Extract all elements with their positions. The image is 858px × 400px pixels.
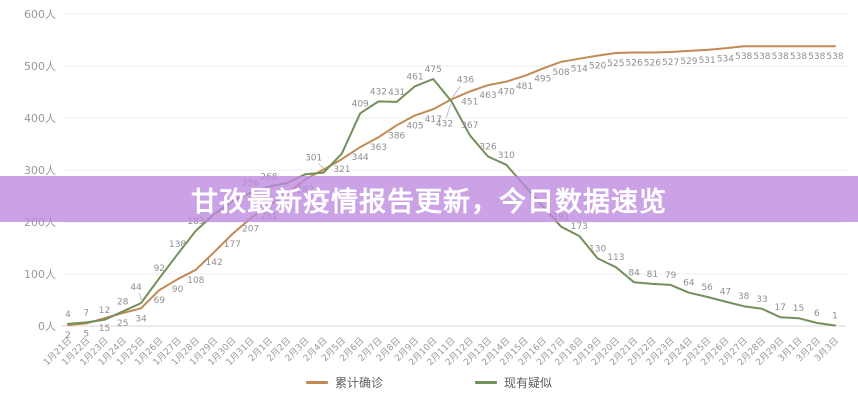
data-point-label: 38 [738,292,750,302]
data-point-label: 81 [647,270,658,280]
y-axis-tick-label: 400人 [24,112,56,125]
data-point-label: 514 [571,65,588,75]
data-point-label: 108 [187,276,204,286]
data-point-label: 92 [154,264,165,274]
data-point-label: 470 [498,88,515,98]
data-point-label: 44 [130,283,142,293]
data-point-label: 173 [571,222,588,232]
data-point-label: 12 [99,306,110,316]
legend-label-suspected: 现有疑似 [504,376,553,390]
data-point-label: 321 [333,165,350,175]
legend-item-suspected[interactable]: 现有疑似 [475,374,552,391]
series-line-1 [67,78,836,327]
data-point-label: 495 [534,75,551,85]
label-leader-line [446,104,451,118]
y-axis-tick-label: 500人 [24,60,56,73]
label-leader-line [318,163,324,169]
data-point-label: 538 [753,52,770,62]
data-point-label: 326 [479,142,496,152]
data-point-label: 481 [516,82,533,92]
data-point-label: 207 [242,224,259,234]
data-point-label: 538 [735,52,752,62]
data-point-label: 138 [169,240,186,250]
data-point-label: 526 [626,58,643,68]
data-point-label: 538 [826,52,843,62]
data-point-label: 527 [662,58,679,68]
data-point-label: 6 [814,309,820,319]
y-axis-tick-label: 0人 [38,320,56,333]
legend-item-confirmed[interactable]: 累计确诊 [305,374,383,391]
data-point-label: 463 [479,91,496,101]
label-leader-line [452,86,461,98]
data-point-label: 405 [406,121,423,131]
suspected-line-swatch-icon [475,381,497,384]
data-point-label: 531 [699,56,716,66]
data-point-label: 113 [607,253,624,263]
data-point-label: 431 [388,88,405,98]
data-point-label: 538 [790,52,807,62]
data-point-label: 529 [680,57,697,67]
legend-label-confirmed: 累计确诊 [334,376,383,390]
title-banner: 甘孜最新疫情报告更新，今日数据速览 [0,176,858,222]
data-point-label: 520 [589,62,606,72]
data-point-label: 34 [135,314,147,324]
data-point-label: 7 [83,308,89,318]
data-point-label: 363 [370,143,387,153]
data-point-label: 142 [206,258,223,268]
data-point-label: 2 [65,331,71,341]
page-title: 甘孜最新疫情报告更新，今日数据速览 [191,186,667,218]
data-point-label: 344 [352,153,369,163]
data-point-label: 177 [224,240,241,250]
y-axis-tick-label: 300人 [24,164,56,177]
data-point-label: 526 [644,58,661,68]
data-point-label: 538 [808,52,825,62]
data-point-label: 451 [461,97,478,107]
data-point-label: 525 [607,59,624,69]
chart-legend: 累计确诊 现有疑似 [0,374,858,391]
data-point-label: 69 [154,296,166,306]
data-point-label: 25 [117,319,128,329]
data-point-label: 1 [832,311,838,321]
data-point-label: 15 [99,324,110,334]
data-point-label: 64 [683,279,695,289]
data-point-label: 56 [701,283,713,293]
data-point-label: 301 [305,153,322,163]
data-point-label: 5 [83,329,89,339]
data-point-label: 409 [352,99,369,109]
data-point-label: 33 [756,295,767,305]
data-point-label: 17 [774,303,785,313]
data-point-label: 436 [457,75,474,85]
data-point-label: 386 [388,131,405,141]
data-point-label: 28 [117,297,129,307]
data-point-label: 508 [552,68,569,78]
data-point-label: 538 [772,52,789,62]
data-point-label: 534 [717,54,734,64]
series-line-0 [67,45,836,326]
data-point-label: 367 [461,121,478,131]
data-point-label: 130 [589,244,606,254]
data-point-label: 432 [436,119,453,129]
y-axis-tick-label: 100人 [24,268,56,281]
data-point-label: 310 [498,151,515,161]
data-point-label: 432 [370,87,387,97]
confirmed-line-swatch-icon [305,381,328,384]
y-axis-tick-label: 600人 [24,8,56,21]
data-point-label: 84 [628,268,640,278]
data-point-label: 15 [793,304,804,314]
data-point-label: 47 [720,288,731,298]
data-point-label: 461 [406,72,423,82]
data-point-label: 4 [65,310,71,320]
data-point-label: 475 [425,65,442,75]
data-point-label: 90 [172,285,184,295]
data-point-label: 417 [425,115,442,125]
data-point-label: 79 [665,271,677,281]
label-leader-line [138,292,143,302]
